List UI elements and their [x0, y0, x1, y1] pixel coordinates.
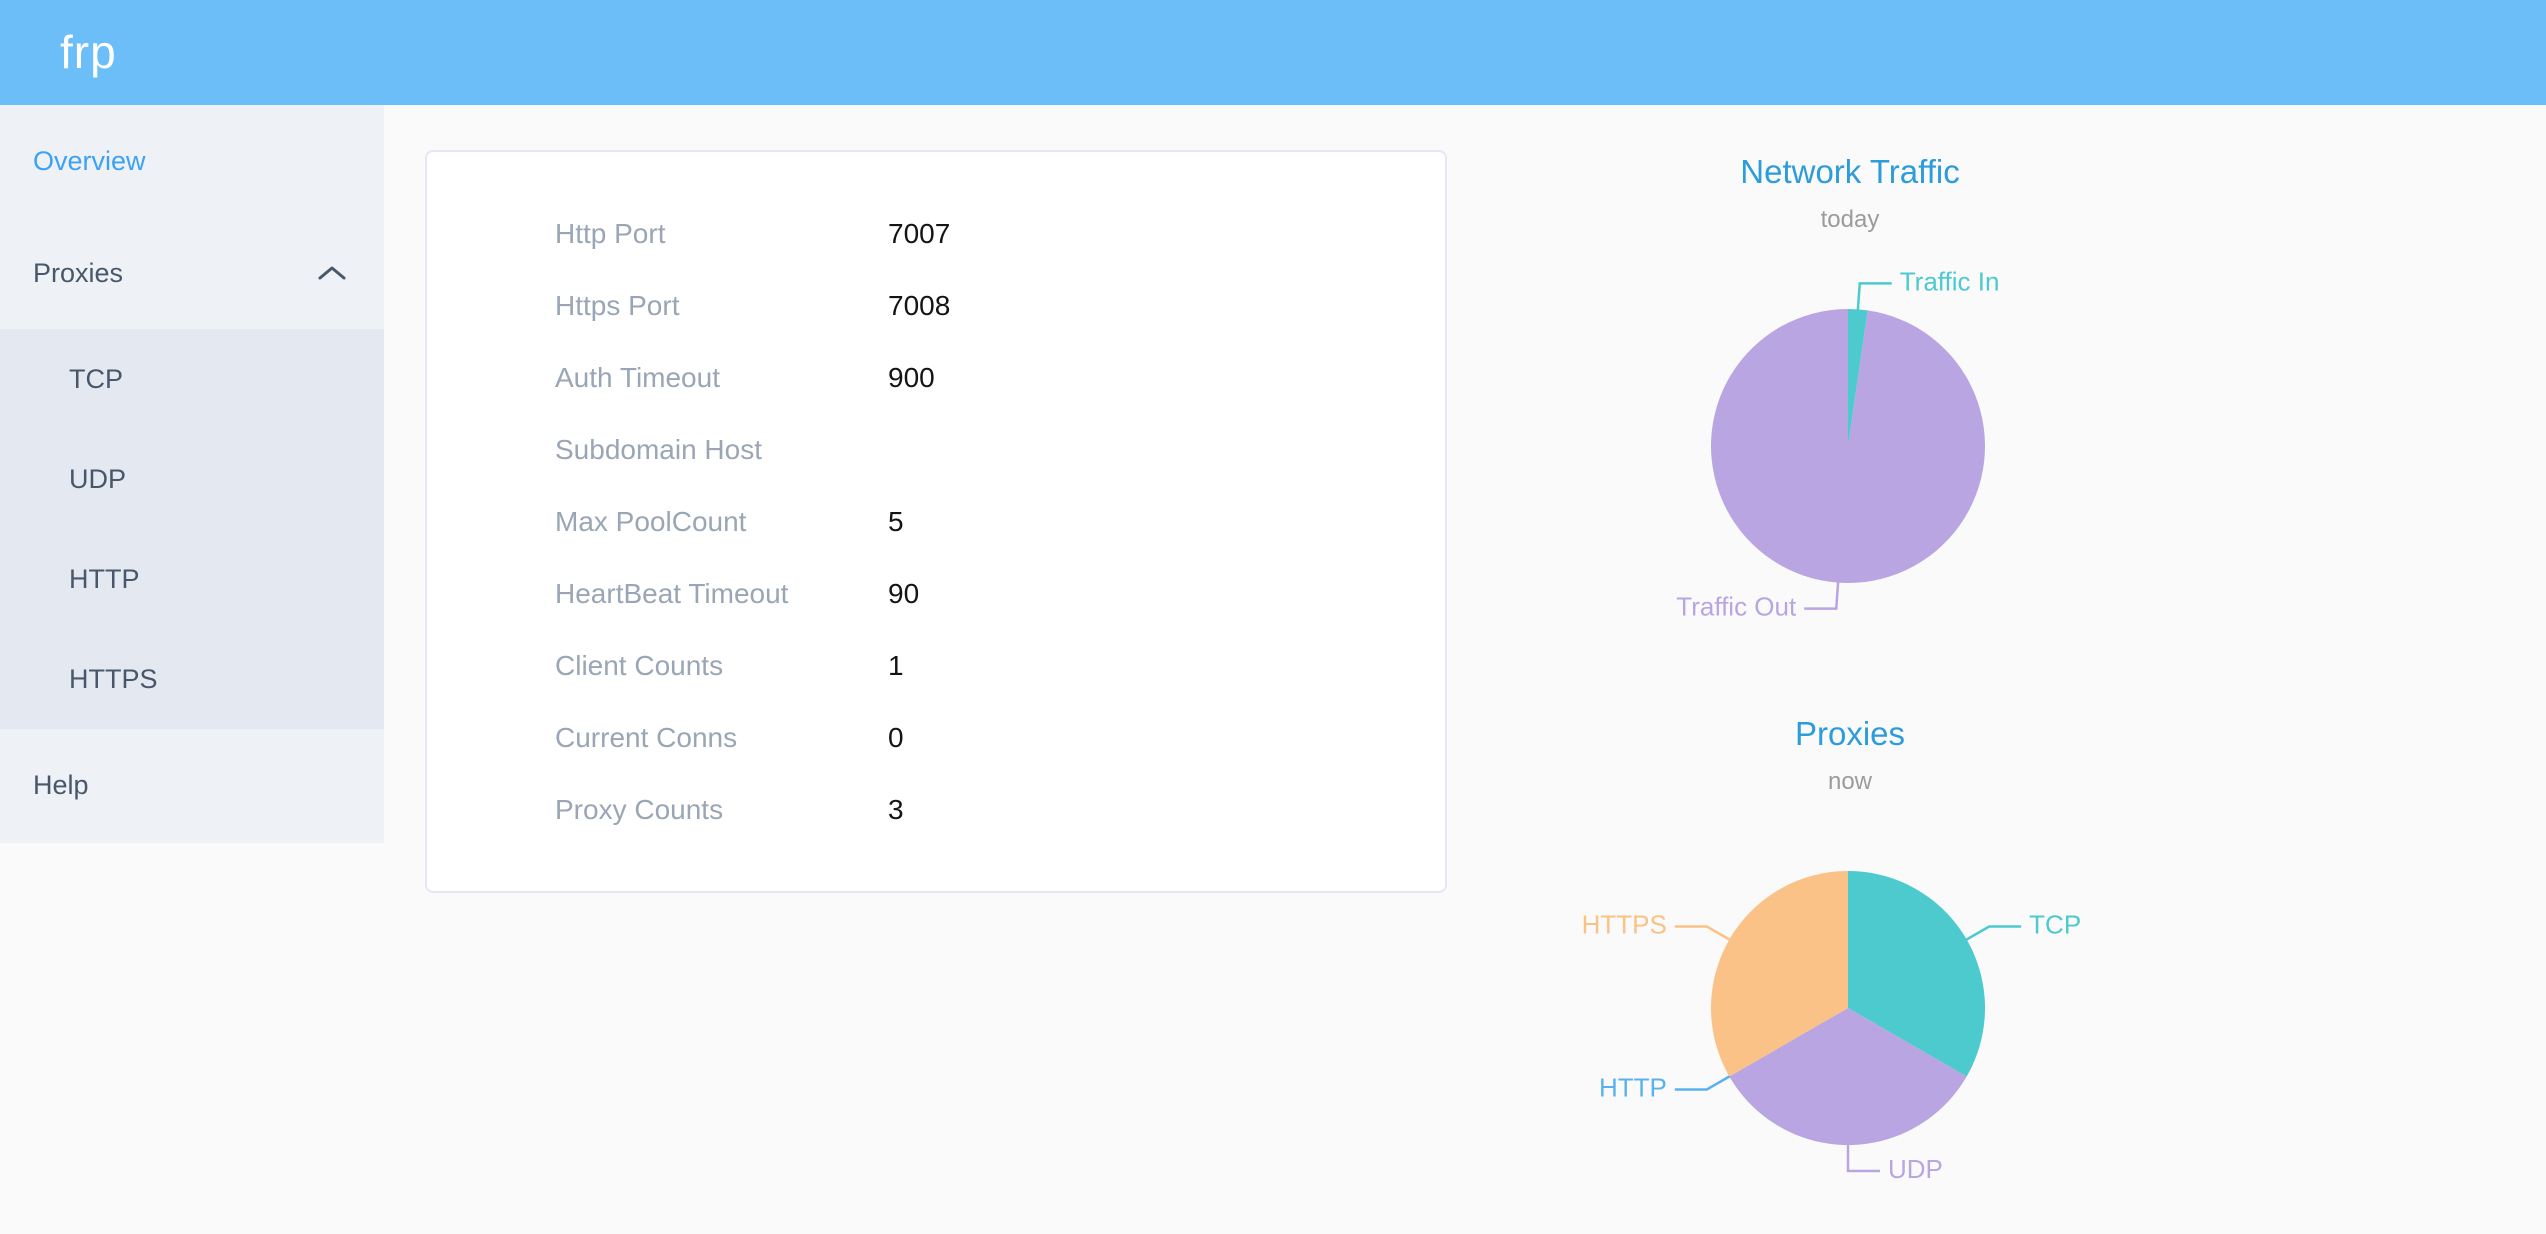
sidebar-item-label: HTTP: [69, 564, 140, 594]
field-label: Subdomain Host: [555, 434, 763, 465]
info-row-proxy-counts: Proxy Counts 3: [555, 774, 1445, 846]
field-value: 90: [888, 578, 920, 609]
sidebar-item-label: UDP: [69, 464, 127, 494]
pie-label-line-traffic-out: [1804, 581, 1840, 610]
sidebar-item-help[interactable]: Help: [0, 729, 384, 841]
info-row-subdomain-host: Subdomain Host: [555, 414, 1445, 486]
field-label: Max PoolCount: [555, 506, 747, 537]
sidebar-item-label: TCP: [69, 364, 123, 394]
app-header: frp: [0, 0, 2546, 105]
pie-slice-traffic-out[interactable]: [1711, 309, 1985, 583]
pie-label-https: HTTPS: [1582, 909, 1667, 939]
field-label: HeartBeat Timeout: [555, 578, 789, 609]
app-logo: frp: [60, 26, 117, 78]
pie-label-tcp: TCP: [2029, 909, 2081, 939]
pie-label-line-https: [1674, 925, 1731, 942]
sidebar-item-overview[interactable]: Overview: [0, 105, 384, 217]
server-info-card: Http Port 7007 Https Port 7008 Auth Timeout 9…: [425, 150, 1447, 893]
sidebar-item-http[interactable]: HTTP: [0, 529, 384, 629]
field-label: Current Conns: [555, 722, 738, 753]
info-row-https-port: Https Port 7008: [555, 270, 1445, 342]
info-row-http-port: Http Port 7007: [555, 198, 1445, 270]
sidebar-item-label: Help: [33, 770, 89, 800]
field-value: 1: [888, 650, 904, 681]
chart-title: Network Traffic: [1740, 153, 1960, 190]
pie-label-traffic-out: Traffic Out: [1676, 591, 1797, 621]
pie-slice-udp[interactable]: [1729, 1008, 1967, 1145]
info-row-heartbeat-timeout: HeartBeat Timeout 90: [555, 558, 1445, 630]
info-row-client-counts: Client Counts 1: [555, 630, 1445, 702]
pie-label-traffic-in: Traffic In: [1900, 266, 2000, 296]
pie-slice-traffic-in[interactable]: [1848, 309, 1868, 446]
info-row-auth-timeout: Auth Timeout 900: [555, 342, 1445, 414]
field-label: Client Counts: [555, 650, 724, 681]
network-traffic-chart: Network Traffic today Traffic In Traffic Ou…: [1470, 150, 2230, 642]
field-value: 5: [888, 506, 904, 537]
info-row-current-conns: Current Conns 0: [555, 702, 1445, 774]
chart-title: Proxies: [1794, 715, 1906, 752]
info-row-max-poolcount: Max PoolCount 5: [555, 486, 1445, 558]
pie-label-line-udp: [1846, 1144, 1880, 1173]
chart-subtitle: today: [1820, 206, 1880, 233]
field-label: Https Port: [555, 290, 680, 321]
sidebar-item-udp[interactable]: UDP: [0, 429, 384, 529]
network-traffic-pie: Traffic In Traffic Out: [1676, 266, 2000, 621]
field-value: 900: [888, 362, 935, 393]
field-value: 3: [888, 794, 904, 825]
field-value: 7007: [888, 218, 951, 249]
field-label: Proxy Counts: [555, 794, 724, 825]
proxies-pie: TCP UDP HTTP HTTPS: [1582, 871, 2081, 1184]
pie-label-http: HTTP: [1599, 1072, 1667, 1102]
field-value: 7008: [888, 290, 951, 321]
field-value: 0: [888, 722, 904, 753]
sidebar-item-tcp[interactable]: TCP: [0, 329, 384, 429]
pie-label-line-http: [1674, 1074, 1731, 1091]
sidebar-item-label: Proxies: [33, 258, 124, 288]
field-label: Auth Timeout: [555, 362, 720, 393]
sidebar-item-https[interactable]: HTTPS: [0, 629, 384, 729]
chevron-up-icon: [318, 266, 346, 280]
server-info-rows: Http Port 7007 Https Port 7008 Auth Timeout 9…: [555, 198, 1445, 846]
sidebar-item-label: Overview: [33, 146, 146, 176]
field-label: Http Port: [555, 218, 666, 249]
sidebar-item-label: HTTPS: [69, 664, 158, 694]
chart-subtitle: now: [1827, 768, 1873, 795]
pie-slice-https[interactable]: [1711, 871, 1848, 1077]
pie-label-line-traffic-in: [1856, 282, 1892, 311]
pie-label-line-tcp: [1965, 925, 2022, 942]
pie-slice-tcp[interactable]: [1848, 871, 1985, 1077]
pie-label-udp: UDP: [1888, 1154, 1943, 1184]
proxies-chart: Proxies now TCP UDP HTTP HTTPS: [1470, 712, 2230, 1204]
sidebar-menu: Overview Proxies TCP UDP HTTP HTTPS Help: [0, 105, 384, 841]
proxies-submenu: TCP UDP HTTP HTTPS: [0, 329, 384, 729]
sidebar-item-proxies[interactable]: Proxies: [0, 217, 384, 329]
sidebar: Overview Proxies TCP UDP HTTP HTTPS Help: [0, 105, 384, 843]
